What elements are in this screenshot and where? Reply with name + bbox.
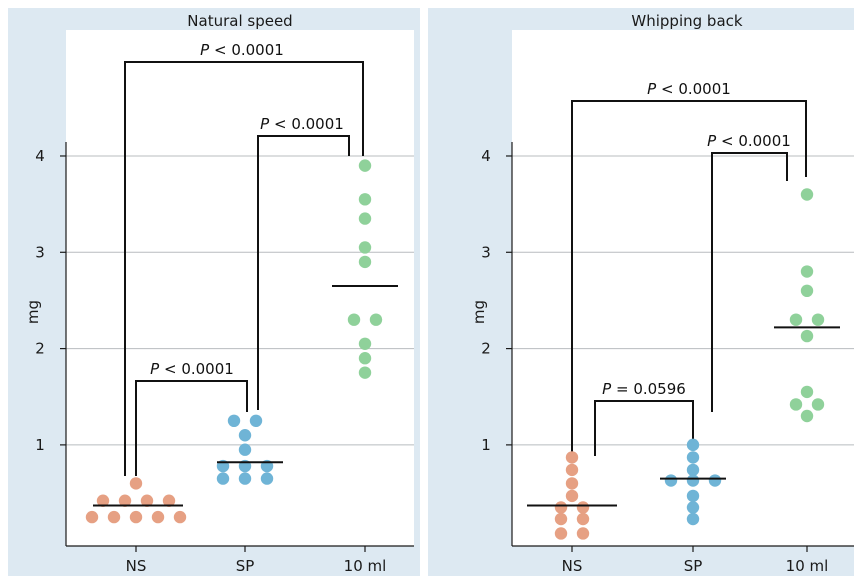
p-value-label: P = 0.0596: [602, 380, 686, 398]
data-point: [565, 489, 579, 503]
x-tick-labels: NS SP 10 ml: [126, 546, 387, 575]
chart-title: Whipping back: [631, 12, 742, 30]
data-point: [238, 472, 252, 485]
data-point: [686, 438, 700, 452]
data-point: [554, 501, 568, 514]
x-tick-label: SP: [684, 557, 703, 575]
y-tick-label: 4: [35, 147, 45, 165]
y-tick-label: 1: [35, 436, 45, 454]
data-point: [554, 512, 568, 526]
data-point: [686, 474, 700, 487]
data-point: [686, 451, 700, 464]
panel-natural-speed: Natural speed mg 1 2 3 4 NS SP 10 ml P < 0.00…: [8, 8, 420, 576]
data-point: [107, 510, 121, 524]
data-point: [140, 494, 154, 507]
p-value-label: P < 0.0001: [647, 80, 731, 98]
data-point: [800, 385, 814, 399]
median-lines: [527, 326, 840, 507]
data-point: [129, 510, 143, 524]
y-tick-label: 3: [35, 243, 45, 261]
significance-bracket: [594, 400, 694, 456]
median-lines: [93, 284, 398, 507]
data-point: [129, 477, 143, 490]
data-point: [347, 313, 361, 326]
x-tick-label: NS: [126, 557, 147, 575]
data-point: [708, 474, 722, 487]
data-point: [162, 494, 176, 507]
data-point: [686, 512, 700, 526]
x-tick-label: SP: [236, 557, 255, 575]
panel-whipping-back: Whipping back mg 1 2 3 4 NS SP 10 ml P < 0.00…: [428, 8, 854, 576]
data-point: [216, 472, 230, 485]
data-point: [118, 494, 132, 507]
data-point: [686, 489, 700, 503]
data-point: [358, 352, 372, 365]
data-point: [238, 443, 252, 456]
p-value-label: P < 0.0001: [260, 115, 344, 133]
data-point: [576, 501, 590, 514]
data-point: [686, 501, 700, 514]
data-point: [227, 414, 241, 428]
data-point: [565, 463, 579, 477]
y-tick-label: 1: [481, 436, 491, 454]
data-point: [576, 512, 590, 526]
significance-bracket: [257, 135, 350, 410]
data-point: [238, 429, 252, 442]
data-point: [96, 494, 110, 507]
significance-bracket: [135, 380, 248, 476]
p-value-label: P < 0.0001: [200, 41, 284, 59]
y-tick-labels: 1 2 3 4: [481, 147, 512, 454]
y-tick-label: 4: [481, 147, 491, 165]
data-point: [789, 313, 803, 326]
p-value-label: P < 0.0001: [150, 360, 234, 378]
y-tick-label: 2: [481, 340, 491, 358]
data-point: [800, 284, 814, 298]
x-tick-label: NS: [562, 557, 583, 575]
y-tick-label: 2: [35, 340, 45, 358]
data-point: [358, 241, 372, 254]
data-point: [358, 366, 372, 379]
significance-brackets: P < 0.0001 P < 0.0001 P < 0.0001: [124, 41, 364, 476]
data-point: [173, 510, 187, 524]
data-point: [249, 414, 263, 428]
y-tick-label: 3: [481, 243, 491, 261]
x-tick-label: 10 ml: [786, 557, 829, 575]
p-value-label: P < 0.0001: [707, 132, 791, 150]
data-point: [664, 474, 678, 487]
significance-bracket: [571, 100, 807, 456]
data-point: [800, 188, 814, 201]
data-point: [565, 477, 579, 490]
data-point: [369, 313, 383, 326]
significance-brackets: P < 0.0001 P < 0.0001 P = 0.0596: [571, 80, 807, 456]
y-tick-labels: 1 2 3 4: [35, 147, 66, 454]
data-point: [811, 313, 825, 326]
data-point: [358, 193, 372, 206]
data-point: [800, 409, 814, 423]
data-point: [151, 510, 165, 524]
x-tick-labels: NS SP 10 ml: [562, 546, 829, 575]
data-point: [358, 212, 372, 225]
data-point: [800, 329, 814, 343]
data-point: [686, 463, 700, 477]
data-point: [85, 510, 99, 524]
data-point: [811, 398, 825, 411]
data-point: [576, 527, 590, 540]
data-point: [554, 527, 568, 540]
data-point: [358, 159, 372, 172]
gridlines: [512, 155, 854, 446]
data-point: [358, 337, 372, 350]
significance-bracket: [711, 152, 788, 412]
data-point: [358, 255, 372, 269]
data-point: [789, 398, 803, 411]
x-tick-label: 10 ml: [344, 557, 387, 575]
chart-title: Natural speed: [187, 12, 292, 30]
data-point: [260, 472, 274, 485]
data-point: [565, 451, 579, 464]
y-axis-label: mg: [470, 300, 488, 324]
data-point: [800, 265, 814, 278]
significance-bracket: [124, 61, 364, 476]
y-axis-label: mg: [24, 300, 42, 324]
data-points: [554, 188, 825, 540]
